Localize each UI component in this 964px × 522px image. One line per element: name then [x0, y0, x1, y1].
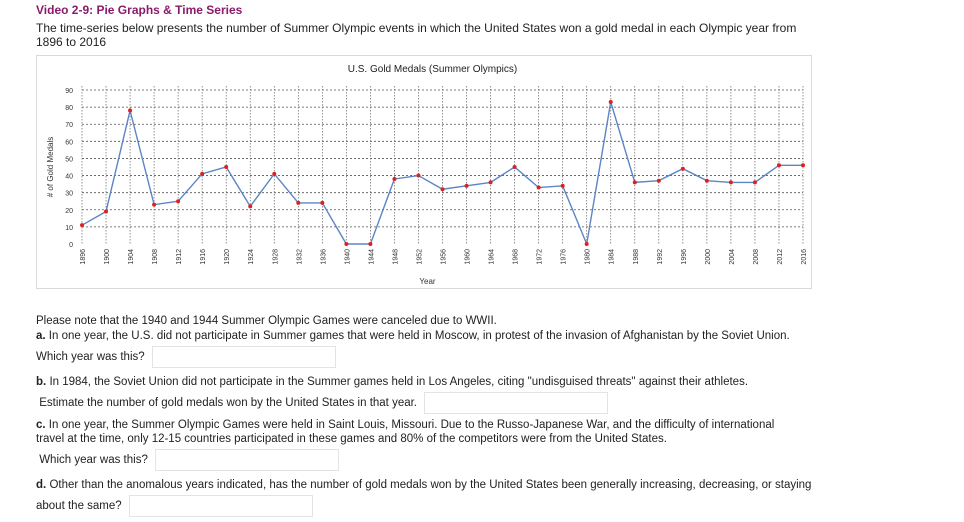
data-point — [344, 242, 349, 246]
x-tick-label: 1908 — [152, 249, 159, 265]
question-c-followup: Which year was this? — [36, 449, 340, 471]
question-c-text2: Which year was this? — [39, 454, 148, 467]
x-tick-label: 1984 — [609, 249, 616, 265]
data-point — [728, 180, 733, 185]
x-tick-label: 1944 — [368, 249, 375, 265]
question-a-text: In one year, the U.S. did not participat… — [36, 330, 790, 364]
page-title: Video 2-9: Pie Graphs & Time Series — [36, 3, 243, 17]
answer-b-input[interactable] — [424, 392, 609, 414]
x-tick-label: 1936 — [320, 249, 327, 265]
data-point — [608, 99, 613, 104]
x-tick-label: 1932 — [296, 249, 303, 265]
y-tick-label: 70 — [65, 122, 73, 129]
data-point — [752, 180, 757, 185]
question-a-letter: a. — [36, 330, 46, 342]
question-b-text2: Estimate the number of gold medals won b… — [39, 397, 417, 410]
question-d: d. Other than the anomalous years indica… — [36, 476, 816, 517]
x-tick-label: 2016 — [801, 249, 808, 265]
question-c: c. In one year, the Summer Olympic Games… — [36, 418, 796, 446]
data-point — [128, 108, 133, 113]
data-point — [536, 185, 541, 190]
data-point — [200, 171, 205, 176]
x-tick-label: 1904 — [128, 249, 135, 265]
data-point — [632, 180, 637, 185]
data-point — [320, 200, 325, 205]
note-text: Please note that the 1940 and 1944 Summe… — [36, 315, 497, 327]
data-point — [248, 204, 253, 209]
data-point — [368, 242, 373, 246]
x-tick-label: 1940 — [344, 249, 351, 265]
question-c-text: In one year, the Summer Olympic Games we… — [36, 419, 775, 445]
question-b-text: In 1984, the Soviet Union did not partic… — [49, 376, 749, 388]
x-tick-label: 1896 — [80, 249, 87, 265]
y-tick-label: 60 — [65, 139, 73, 146]
data-point — [560, 183, 565, 188]
question-b-letter: b. — [36, 376, 47, 388]
y-tick-label: 10 — [65, 225, 73, 232]
y-tick-label: 50 — [65, 156, 73, 163]
x-tick-label: 1920 — [224, 249, 231, 265]
data-point — [512, 165, 517, 169]
x-axis-label: Year — [419, 277, 436, 286]
chart-title: U.S. Gold Medals (Summer Olympics) — [348, 64, 517, 75]
x-tick-label: 2008 — [753, 249, 760, 265]
x-tick-label: 2012 — [777, 249, 784, 265]
question-b: b. In 1984, the Soviet Union did not par… — [36, 373, 826, 414]
y-tick-label: 30 — [65, 191, 73, 198]
x-tick-label: 1924 — [248, 249, 255, 265]
x-tick-label: 1988 — [633, 249, 640, 265]
x-tick-label: 1956 — [441, 249, 448, 265]
x-tick-label: 2004 — [729, 249, 736, 265]
data-point — [656, 178, 661, 183]
question-d-text: Other than the anomalous years indicated… — [36, 479, 812, 513]
data-point — [272, 171, 277, 176]
data-point — [464, 183, 469, 188]
x-tick-label: 2000 — [705, 249, 712, 265]
x-tick-label: 1900 — [104, 249, 111, 265]
x-tick-label: 1948 — [392, 249, 399, 265]
y-tick-label: 0 — [69, 242, 73, 249]
y-tick-label: 90 — [65, 88, 73, 95]
data-point — [296, 200, 301, 205]
data-point — [152, 202, 157, 207]
x-tick-label: 1992 — [657, 249, 664, 265]
x-tick-label: 1960 — [465, 249, 472, 265]
data-point — [416, 173, 421, 178]
data-point — [680, 166, 685, 171]
x-tick-label: 1912 — [176, 249, 183, 265]
x-tick-label: 1928 — [272, 249, 279, 265]
y-tick-label: 40 — [65, 174, 73, 181]
x-tick-label: 1916 — [200, 249, 207, 265]
data-point — [776, 163, 781, 168]
x-tick-label: 1972 — [537, 249, 544, 265]
x-tick-label: 1976 — [561, 249, 568, 265]
x-tick-label: 1980 — [585, 249, 592, 265]
x-tick-label: 1964 — [489, 249, 496, 265]
x-tick-label: 1996 — [681, 249, 688, 265]
question-a: a. In one year, the U.S. did not partici… — [36, 327, 806, 368]
y-tick-label: 80 — [65, 105, 73, 112]
y-tick-label: 20 — [65, 208, 73, 215]
data-point — [801, 163, 805, 168]
question-c-letter: c. — [36, 419, 46, 431]
answer-a-input[interactable] — [151, 346, 336, 368]
answer-c-input[interactable] — [155, 449, 340, 471]
data-point — [584, 242, 589, 246]
data-point — [488, 180, 493, 185]
data-point — [704, 178, 709, 183]
data-point — [392, 176, 397, 181]
data-point — [80, 223, 84, 228]
question-d-letter: d. — [36, 479, 47, 491]
data-point — [104, 209, 109, 214]
x-tick-label: 1968 — [513, 249, 520, 265]
intro-text: The time-series below presents the numbe… — [36, 21, 797, 49]
data-point — [224, 165, 229, 169]
data-point — [176, 199, 181, 204]
answer-d-input[interactable] — [128, 495, 313, 517]
y-axis-label: # of Gold Medals — [46, 137, 55, 197]
data-point — [440, 187, 445, 192]
chart-container: U.S. Gold Medals (Summer Olympics) 0 10 20 3… — [36, 55, 812, 289]
gold-medals-line-chart: U.S. Gold Medals (Summer Olympics) 0 10 20 3… — [46, 64, 808, 286]
x-tick-label: 1952 — [416, 249, 423, 265]
